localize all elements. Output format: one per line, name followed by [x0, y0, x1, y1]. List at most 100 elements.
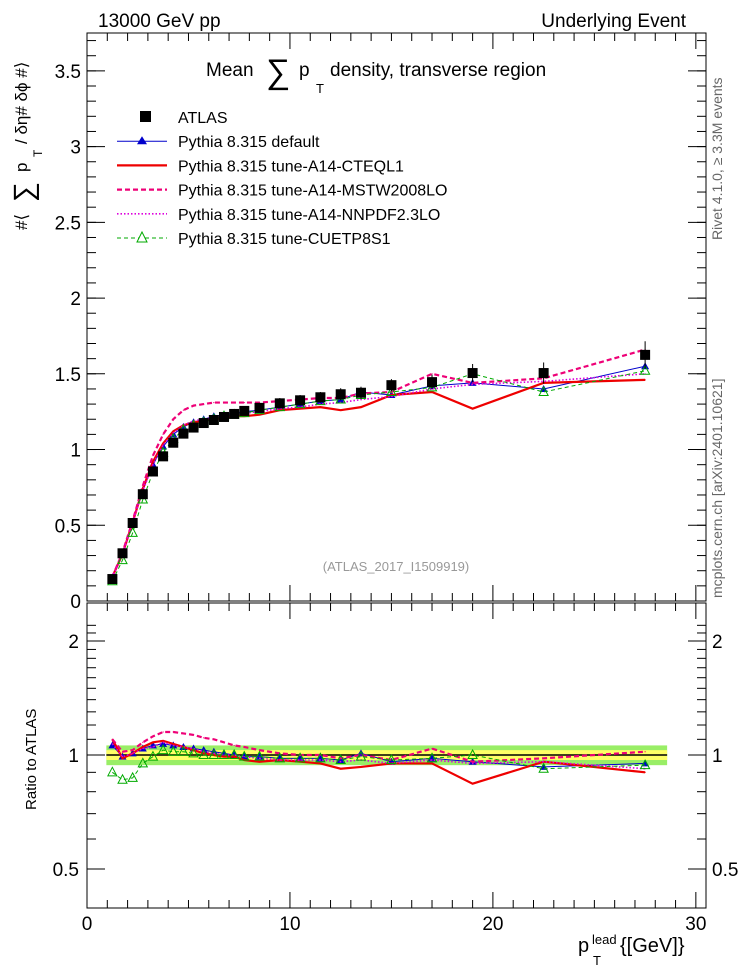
- series-line-5: [111, 370, 646, 582]
- series-point-2: [431, 391, 433, 393]
- ratio-ylabel: Ratio to ATLAS: [23, 709, 40, 810]
- data-point: [208, 414, 219, 425]
- legend-label-2: Pythia 8.315 tune-A14-CTEQL1: [178, 158, 404, 175]
- series-point-3: [172, 418, 174, 420]
- ratio-ytick-label: 0.5: [53, 860, 79, 881]
- ratio-point-3: [213, 752, 215, 754]
- ratio-point-2: [543, 757, 545, 759]
- ylabel-T: T: [31, 149, 45, 157]
- data-point: [386, 380, 397, 391]
- data-point: [274, 398, 285, 409]
- main-ylabel: #⟨ ∑ p T / δη# δϕ #⟩: [8, 62, 45, 230]
- ratio-point-2: [162, 731, 164, 733]
- series-point-2: [258, 414, 261, 416]
- data-point: [137, 489, 148, 500]
- ratio-point-1: [360, 766, 362, 768]
- ratio-axes: 0.5 0.51 12 20 10 20 30: [53, 624, 738, 935]
- ratio-point-4: [178, 745, 189, 756]
- title-suffix: density, transverse region: [330, 60, 546, 81]
- plot-title: Mean ∑ p T density, transverse region: [206, 53, 546, 96]
- data-point: [335, 389, 346, 400]
- ratio-point-3: [258, 757, 261, 759]
- ratio-series-group: [107, 730, 651, 785]
- ratio-point-2: [152, 735, 154, 737]
- ratio-point-1: [142, 746, 144, 748]
- data-point: [117, 548, 128, 559]
- series-point-2: [192, 421, 195, 423]
- ratio-point-4: [218, 748, 230, 759]
- ratio-point-1: [223, 756, 225, 758]
- ratio-point-4: [238, 750, 250, 761]
- ratio-point-4: [117, 773, 128, 784]
- series-point-4: [390, 395, 393, 398]
- ratio-point-3: [132, 752, 134, 754]
- ratio-point-4: [355, 750, 367, 761]
- xlabel-lead: lead: [592, 932, 617, 947]
- ratio-point-3: [472, 762, 474, 765]
- ratio-point-1: [203, 752, 205, 754]
- ratio-point-2: [192, 734, 195, 736]
- series-point-3: [213, 401, 215, 404]
- main-axes: 0 0.5 1 1.5 2 2.5 3 3.5: [55, 33, 706, 908]
- series-point-2: [299, 408, 301, 410]
- legend-marker-1: [137, 136, 147, 145]
- ratio-point-4: [107, 766, 118, 777]
- ratio-ytick-label: 2: [68, 632, 79, 653]
- ratio-ytick-label-right: 2: [712, 632, 723, 653]
- data-point: [229, 408, 240, 419]
- ratio-point-3: [340, 761, 342, 763]
- legend-marker-data: [140, 111, 151, 122]
- ratio-point-4: [467, 748, 478, 759]
- ratio-point-2: [121, 751, 124, 753]
- ratio-ytick-label-right: 1: [712, 746, 723, 767]
- legend-label-0: ATLAS: [178, 110, 228, 127]
- ylabel-p: p: [12, 163, 31, 172]
- ratio-point-1: [152, 741, 154, 743]
- series-point-2: [319, 406, 321, 408]
- title-p: p: [299, 60, 310, 81]
- data-point: [295, 395, 306, 406]
- ratio-point-4: [254, 750, 265, 761]
- series-line-4: [111, 373, 646, 578]
- legend: ATLAS Pythia 8.315 default Pythia 8.315 tu…: [117, 110, 447, 248]
- main-ytick-label: 3: [70, 138, 81, 159]
- ratio-point-3: [243, 756, 245, 758]
- ratio-point-0: [336, 756, 345, 764]
- ratio-point-1: [472, 783, 474, 785]
- ratio-point-1: [258, 761, 261, 763]
- ylabel-sum: ∑: [8, 182, 39, 202]
- data-point: [355, 387, 366, 398]
- ratio-point-4: [188, 747, 199, 758]
- ratio-point-1: [121, 757, 124, 759]
- xlabel-T: T: [593, 953, 601, 968]
- series-point-4: [360, 398, 362, 401]
- legend-label-5: Pythia 8.315 tune-CUETP8S1: [178, 231, 391, 248]
- mcplots-label: mcplots.cern.ch [arXiv:2401.10621]: [709, 379, 725, 598]
- legend-marker-5: [136, 230, 148, 243]
- ratio-point-2: [172, 731, 174, 733]
- ratio-point-4: [228, 748, 240, 759]
- data-point: [239, 405, 250, 416]
- series-point-3: [258, 401, 261, 404]
- ratio-point-1: [233, 756, 235, 758]
- data-point: [127, 517, 138, 528]
- series-point-3: [233, 401, 235, 404]
- ratio-ytick-label: 1: [68, 746, 79, 767]
- data-point: [538, 368, 549, 379]
- series-point-4: [162, 444, 164, 446]
- data-point: [107, 574, 118, 585]
- series-line-2: [111, 378, 646, 578]
- analysis-watermark: (ATLAS_2017_I1509919): [323, 559, 469, 574]
- xlabel-rest: {[GeV]}: [620, 935, 685, 957]
- series-point-5: [538, 385, 549, 396]
- legend-label-3: Pythia 8.315 tune-A14-MSTW2008LO: [178, 183, 447, 200]
- data-point: [168, 437, 179, 448]
- ratio-xtick-label: 30: [685, 914, 706, 935]
- ratio-point-2: [223, 741, 225, 743]
- series-point-4: [472, 383, 474, 386]
- ratio-point-1: [340, 768, 342, 770]
- main-ytick-label: 1.5: [55, 365, 81, 386]
- title-sum: ∑: [266, 53, 290, 91]
- data-point: [198, 418, 209, 429]
- title-prefix: Mean: [206, 60, 254, 81]
